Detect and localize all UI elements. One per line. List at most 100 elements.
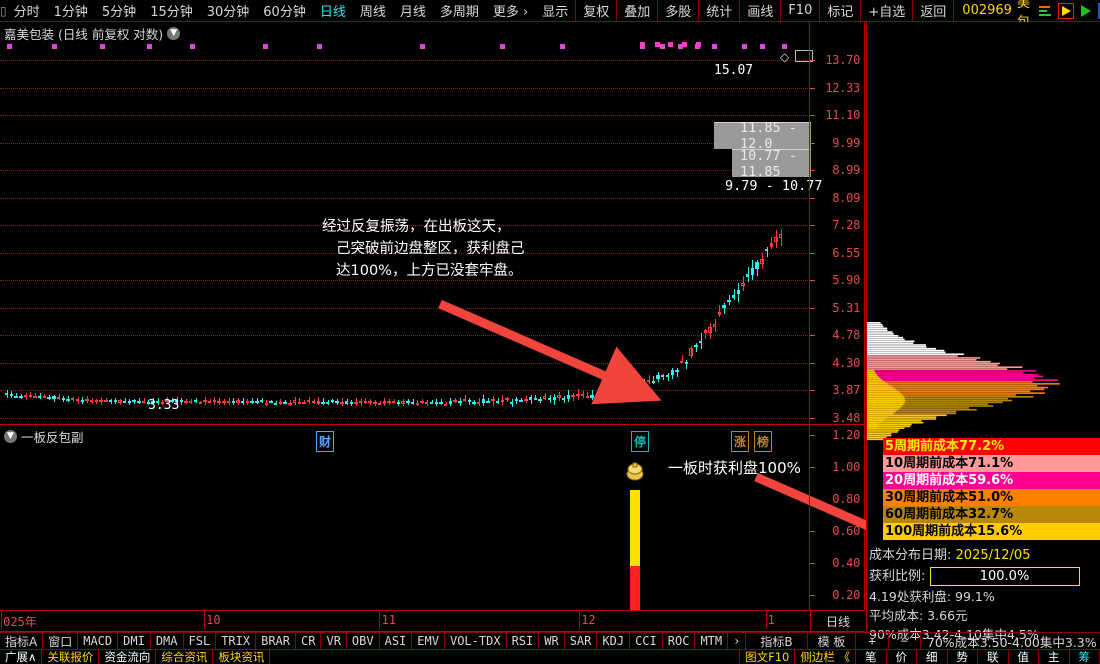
menu-1[interactable]: 复权 — [583, 5, 610, 20]
price-gridline-13 — [0, 418, 810, 419]
status-right-1[interactable]: 侧边栏 《 — [795, 650, 856, 664]
chip-row — [867, 364, 998, 367]
period-1[interactable]: 1分钟 — [53, 5, 88, 20]
status-left-1[interactable]: 关联报价 — [42, 650, 100, 664]
price-gridline-0 — [0, 60, 810, 61]
indicator-button-6[interactable]: CR — [296, 633, 322, 649]
status-right-5[interactable]: 势 — [948, 650, 978, 664]
indicator-axis-tick-2 — [810, 499, 815, 500]
chevron-down-icon[interactable]: ▼ — [167, 27, 181, 40]
panel-toggle-icon[interactable] — [795, 50, 813, 62]
period-6[interactable]: 日线 — [319, 5, 346, 20]
signal-icon[interactable] — [1038, 3, 1054, 19]
indicator-button-0[interactable]: MACD — [78, 633, 119, 649]
period-0[interactable]: 分时 — [13, 5, 40, 20]
menu-9[interactable]: 返回 — [920, 5, 947, 20]
indicator-button-13[interactable]: WR — [539, 633, 565, 649]
indicator-button-19[interactable]: › — [728, 633, 747, 649]
date-label-0: 025年 — [3, 615, 37, 629]
menu-5[interactable]: 画线 — [747, 5, 774, 20]
signal-dot-4 — [696, 42, 701, 47]
template-button[interactable]: 模 板 — [808, 633, 857, 649]
indicator-button-15[interactable]: KDJ — [597, 633, 631, 649]
chip-row — [867, 381, 1033, 383]
price-gridline-5 — [0, 197, 810, 199]
period-2[interactable]: 5分钟 — [101, 5, 137, 20]
indicator-button-9[interactable]: ASI — [380, 633, 413, 649]
status-left-3[interactable]: 综合资讯 — [156, 650, 214, 664]
chevron-down-icon[interactable]: ▼ — [4, 430, 17, 443]
menu-2[interactable]: 叠加 — [624, 5, 651, 20]
indicator-button-10[interactable]: EMV — [412, 633, 445, 649]
status-right-8[interactable]: 主 — [1039, 650, 1070, 664]
indicator-button-11[interactable]: VOL-TDX — [445, 633, 507, 649]
indicator-tick-2: 0.80 — [832, 492, 860, 506]
status-right-6[interactable]: 联 — [978, 650, 1009, 664]
signal-dot-0 — [640, 42, 645, 47]
status-left-0[interactable]: 广展∧ — [0, 650, 43, 664]
zoom-out-button[interactable]: − — [889, 633, 921, 649]
indicator-button-8[interactable]: OBV — [347, 633, 380, 649]
period-4[interactable]: 30分钟 — [206, 5, 250, 20]
status-right-0[interactable]: 图文F10 — [740, 650, 796, 664]
status-right-2[interactable]: 笔 — [856, 650, 887, 664]
chip-row — [867, 429, 900, 431]
indicator-button-3[interactable]: FSL — [184, 633, 217, 649]
date-tick-0 — [1, 611, 3, 629]
period-10[interactable]: 更多 › — [492, 5, 529, 20]
menu-4[interactable]: 统计 — [706, 5, 733, 20]
price-axis-tick-5 — [810, 197, 815, 199]
indicator-button-4[interactable]: TRIX — [216, 633, 257, 649]
indicator-button-1[interactable]: DMI — [118, 633, 151, 649]
date-tick-1 — [204, 611, 206, 629]
play-icon[interactable] — [1057, 2, 1074, 19]
menu-6[interactable]: F10 — [788, 3, 813, 18]
indicator-button-7[interactable]: VR — [321, 633, 347, 649]
status-right-3[interactable]: 价 — [887, 650, 917, 664]
arrow-icon[interactable] — [1078, 3, 1094, 19]
chip-row — [867, 399, 1012, 402]
chip-row — [867, 396, 904, 398]
status-left-4[interactable]: 板块资讯 — [213, 650, 271, 664]
marker-dot-8 — [500, 44, 505, 49]
chip-row — [867, 399, 905, 402]
menu-7[interactable]: 标记 — [827, 5, 854, 20]
app-icon[interactable] — [1097, 2, 1100, 19]
indicator-button-14[interactable]: SAR — [565, 633, 598, 649]
indicator-button-12[interactable]: RSI — [507, 633, 540, 649]
status-right-group: 图文F10 侧边栏 《笔价细势联值主筹 — [739, 650, 1100, 664]
window-button[interactable]: 窗口 — [43, 633, 79, 649]
menu-8[interactable]: +自选 — [868, 5, 906, 20]
indicator-b-button[interactable]: 指标B — [746, 633, 808, 649]
indicator-tick-5: 0.20 — [832, 588, 860, 602]
zoom-in-button[interactable]: + — [856, 633, 889, 649]
candlestick-pane[interactable]: 嘉美包装 (日线 前复权 对数) ▼ 11.85 - 12.0 10.77 - … — [0, 22, 865, 452]
indicator-pane[interactable]: ▼ 一板反包副 一板时获利盘100% — [0, 424, 982, 611]
period-7[interactable]: 周线 — [359, 5, 386, 20]
chip-row — [867, 375, 879, 378]
menu-0[interactable]: 显示 — [542, 5, 569, 20]
price-range-box-2: 10.77 - 11.85 — [732, 148, 811, 180]
status-left-2[interactable]: 资金流向 — [99, 650, 157, 664]
indicator-a-button[interactable]: 指标A — [0, 633, 44, 649]
indicator-button-17[interactable]: ROC — [663, 633, 696, 649]
price-axis-tick-8 — [810, 280, 815, 282]
chip-row — [867, 346, 927, 348]
chip-row — [867, 418, 886, 420]
indicator-button-18[interactable]: MTM — [695, 633, 729, 649]
indicator-button-2[interactable]: DMA — [151, 633, 184, 649]
stock-identifier[interactable]: 002969 嘉美包装 — [954, 0, 1038, 49]
period-3[interactable]: 15分钟 — [150, 5, 193, 20]
status-right-9[interactable]: 筹 — [1070, 650, 1100, 664]
status-right-7[interactable]: 值 — [1009, 650, 1039, 664]
status-right-4[interactable]: 细 — [917, 650, 948, 664]
period-5[interactable]: 60分钟 — [263, 5, 306, 20]
chip-row — [867, 394, 903, 396]
indicator-button-5[interactable]: BRAR — [256, 633, 297, 649]
indicator-button-16[interactable]: CCI — [630, 633, 663, 649]
period-9[interactable]: 多周期 — [439, 5, 479, 20]
chip-row — [867, 412, 956, 415]
menu-3[interactable]: 多股 — [665, 5, 692, 20]
toolbar-grip[interactable]: ▯ — [0, 3, 7, 18]
period-8[interactable]: 月线 — [399, 5, 426, 20]
